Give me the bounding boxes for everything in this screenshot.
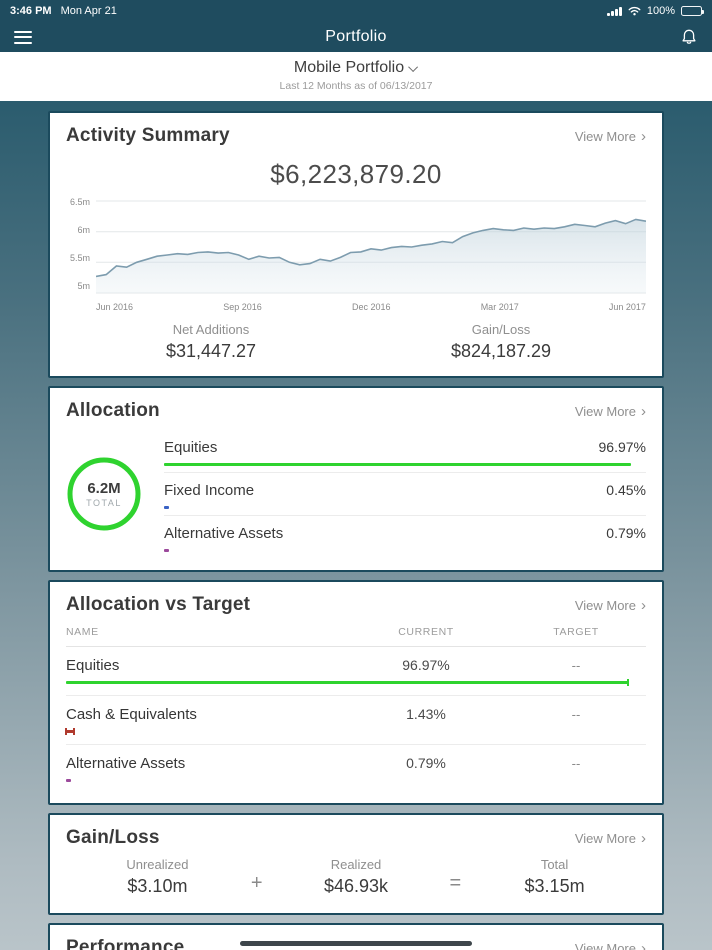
avt-bar	[66, 679, 630, 686]
activity-summary-card: Activity Summary View More › $6,223,879.…	[48, 111, 664, 378]
portfolio-selector[interactable]: Mobile Portfolio	[293, 59, 419, 77]
chevron-right-icon: ›	[641, 127, 646, 145]
view-more-label: View More	[574, 830, 636, 846]
performance-title: Performance	[66, 937, 185, 950]
asset-class-label: Fixed Income	[164, 482, 255, 499]
activity-summary-view-more-link[interactable]: View More ›	[575, 129, 646, 144]
battery-icon	[681, 6, 704, 16]
chevron-right-icon: ›	[641, 829, 646, 847]
avt-name: Cash & Equivalents	[66, 706, 197, 723]
period-subtitle: Last 12 Months as of 06/13/2017	[279, 80, 433, 92]
cellular-signal-icon	[607, 6, 622, 16]
view-more-label: View More	[574, 403, 636, 419]
total-label: Total	[540, 857, 569, 872]
avt-bar	[66, 779, 71, 782]
home-indicator[interactable]	[240, 941, 472, 946]
chevron-down-icon	[408, 61, 419, 72]
nav-bar: Portfolio	[0, 22, 712, 52]
allocation-row-alternative-assets: Alternative Assets 0.79%	[164, 515, 646, 558]
portfolio-subheader: Mobile Portfolio Last 12 Months as of 06…	[0, 52, 712, 101]
allocation-title: Allocation	[66, 400, 160, 421]
allocation-vs-target-title: Allocation vs Target	[66, 594, 251, 615]
unrealized-label: Unrealized	[126, 857, 189, 872]
column-header-target: TARGET	[553, 626, 599, 638]
gain-loss-label: Gain/Loss	[471, 322, 531, 337]
page-title: Portfolio	[325, 28, 387, 45]
net-additions-value: $31,447.27	[165, 341, 257, 361]
gain-loss-card: Gain/Loss View More › Unrealized $3.10m …	[48, 813, 664, 915]
net-additions-label: Net Additions	[172, 322, 250, 337]
allocation-vs-target-view-more-link[interactable]: View More ›	[575, 598, 646, 613]
notifications-bell-icon[interactable]	[680, 28, 698, 46]
battery-percent: 100%	[646, 5, 675, 17]
avt-current: 1.43%	[406, 706, 446, 722]
avt-row-equities: Equities 96.97% --	[66, 647, 646, 696]
plus-operator: +	[250, 871, 263, 894]
unrealized-value: $3.10m	[127, 876, 188, 896]
avt-target: --	[571, 658, 581, 673]
gain-loss-view-more-link[interactable]: View More ›	[575, 831, 646, 846]
avt-target: --	[571, 756, 581, 771]
view-more-label: View More	[574, 128, 636, 144]
realized-label: Realized	[330, 857, 382, 872]
avt-name: Equities	[66, 657, 120, 674]
allocation-card: Allocation View More › 6.2M TOTAL Equiti	[48, 386, 664, 572]
allocation-donut-chart: 6.2M TOTAL	[66, 456, 142, 532]
realized-metric: Realized $46.93k	[265, 857, 448, 897]
avt-name: Alternative Assets	[66, 755, 186, 772]
performance-card: Performance View More › Your Return: 15.…	[48, 923, 664, 950]
wifi-icon	[628, 6, 641, 16]
avt-current: 0.79%	[406, 755, 446, 771]
portfolio-total-value: $6,223,879.20	[270, 159, 442, 189]
total-value: $3.15m	[524, 876, 585, 896]
avt-current: 96.97%	[402, 657, 450, 673]
equals-operator: =	[449, 871, 462, 894]
asset-class-label: Alternative Assets	[164, 525, 284, 542]
allocation-bar	[164, 506, 169, 509]
column-header-name: NAME	[66, 626, 99, 638]
status-date: Mon Apr 21	[60, 5, 117, 17]
activity-area-chart	[95, 200, 647, 299]
performance-view-more-link[interactable]: View More ›	[575, 941, 646, 950]
chevron-right-icon: ›	[641, 939, 646, 950]
status-time: 3:46 PM	[10, 5, 52, 17]
allocation-row-equities: Equities 96.97%	[164, 430, 646, 472]
allocation-bar	[164, 463, 632, 466]
unrealized-metric: Unrealized $3.10m	[66, 857, 249, 897]
column-header-current: CURRENT	[398, 626, 454, 638]
allocation-vs-target-card: Allocation vs Target View More › NAME CU…	[48, 580, 664, 805]
portfolio-name: Mobile Portfolio	[293, 59, 405, 76]
chevron-right-icon: ›	[641, 596, 646, 614]
gain-loss-value: $824,187.29	[450, 341, 552, 361]
allocation-bar	[164, 549, 169, 552]
avt-target: --	[571, 707, 581, 722]
menu-icon[interactable]	[14, 30, 32, 44]
avt-table-header: NAME CURRENT TARGET	[66, 622, 646, 647]
view-more-label: View More	[574, 940, 636, 950]
chevron-right-icon: ›	[641, 402, 646, 420]
allocation-row-fixed-income: Fixed Income 0.45%	[164, 472, 646, 515]
avt-row-cash-equivalents: Cash & Equivalents 1.43% --	[64, 696, 646, 745]
asset-class-percent: 0.45%	[606, 482, 646, 498]
chart-x-axis-labels: Jun 2016 Sep 2016 Dec 2016 Mar 2017 Jun …	[96, 302, 646, 312]
avt-bar	[64, 728, 76, 735]
donut-total-value: 6.2M	[87, 480, 121, 497]
allocation-view-more-link[interactable]: View More ›	[575, 404, 646, 419]
donut-total-label: TOTAL	[86, 498, 122, 508]
total-metric: Total $3.15m	[463, 857, 646, 897]
view-more-label: View More	[574, 597, 636, 613]
asset-class-percent: 0.79%	[606, 525, 646, 541]
avt-row-alternative-assets: Alternative Assets 0.79% --	[66, 745, 646, 782]
gain-loss-metric: Gain/Loss $824,187.29	[356, 322, 646, 362]
chart-y-axis-labels: 6.5m 6m 5.5m 5m	[69, 197, 90, 291]
realized-value: $46.93k	[323, 876, 389, 896]
gain-loss-title: Gain/Loss	[66, 827, 160, 848]
status-bar: 3:46 PM Mon Apr 21 100%	[0, 0, 712, 22]
net-additions-metric: Net Additions $31,447.27	[66, 322, 356, 362]
activity-summary-title: Activity Summary	[66, 125, 230, 146]
asset-class-label: Equities	[164, 439, 218, 456]
portfolio-scroll-area[interactable]: Activity Summary View More › $6,223,879.…	[0, 101, 712, 950]
asset-class-percent: 96.97%	[598, 439, 646, 455]
